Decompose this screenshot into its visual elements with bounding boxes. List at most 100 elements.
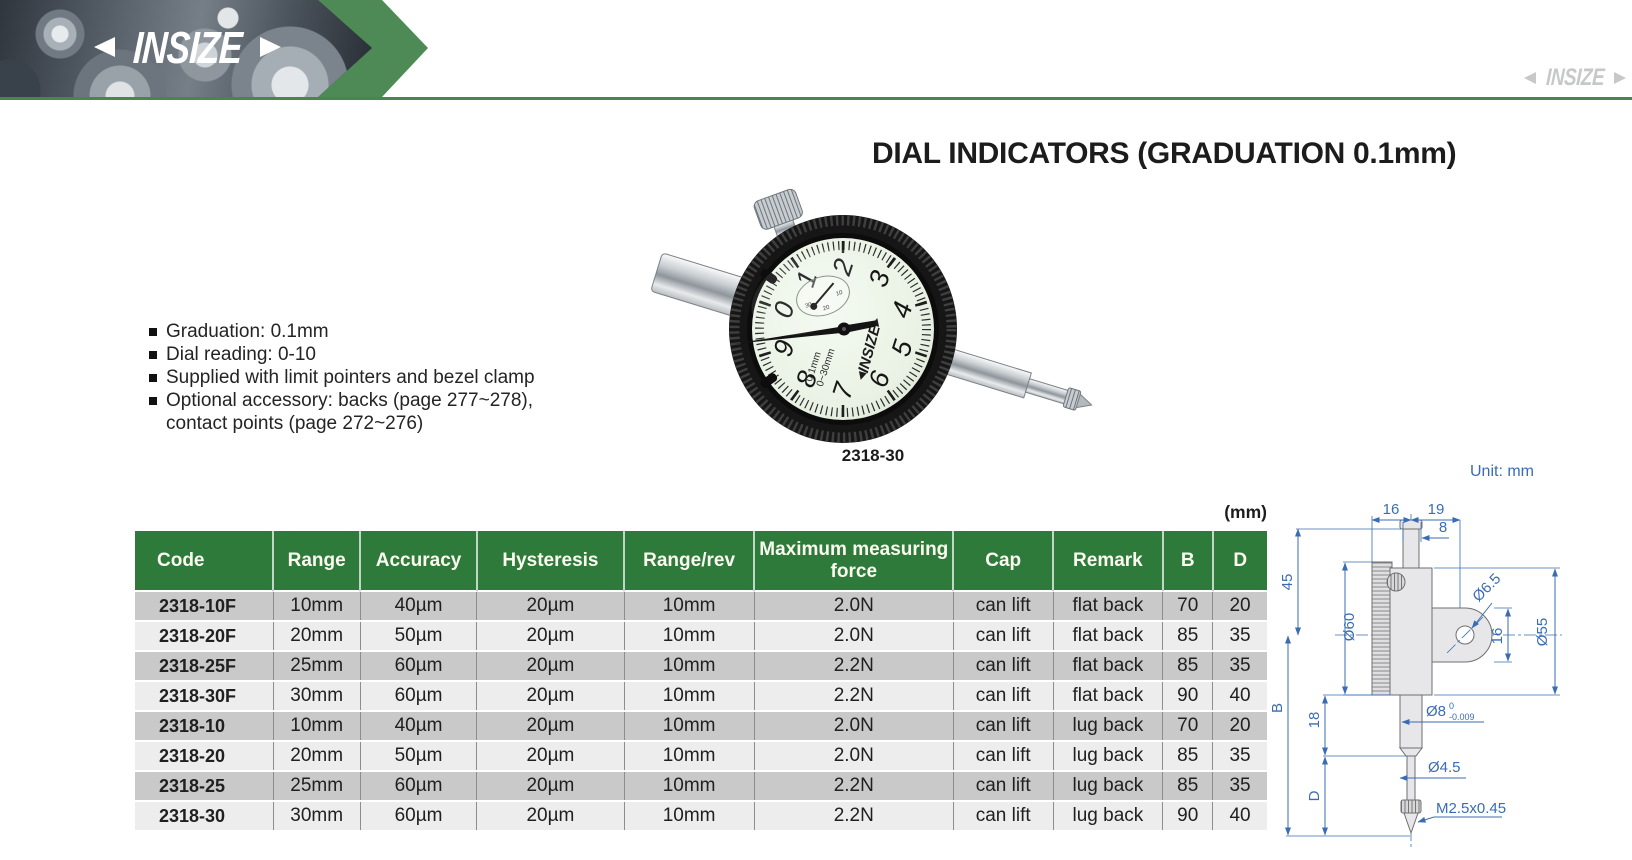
cell-range: 20mm — [272, 620, 361, 651]
col-header-range: Range — [272, 531, 361, 591]
logo-left-arrow-icon — [94, 37, 115, 57]
stem-neck — [1402, 528, 1420, 569]
spec-table-body: 2318-10F 10mm 40µm 20µm 10mm 2.0N can lift flat… — [135, 590, 1267, 830]
cell-cap: can lift — [952, 800, 1053, 830]
dial-needle — [733, 326, 846, 344]
svg-text:Ø55: Ø55 — [1534, 618, 1551, 646]
cell-code: 2318-10 — [135, 710, 274, 741]
technical-drawing: Unit: mm 16 19 8 45 Ø60 — [1269, 463, 1562, 850]
cell-d: 40 — [1212, 680, 1267, 711]
dimension-lines: 16 19 8 45 Ø60 Ø55 16 Ø6.5 B 18 D Ø8 0 -… — [1269, 501, 1560, 837]
bullet-square-icon — [149, 374, 157, 382]
dial-bezel-knurling — [729, 215, 957, 443]
cell-range: 25mm — [272, 650, 361, 681]
svg-text:M2.5x0.45: M2.5x0.45 — [1436, 800, 1506, 817]
col-header-code: Code — [135, 531, 274, 591]
svg-text:18: 18 — [1306, 712, 1323, 729]
svg-text:B: B — [1269, 703, 1286, 713]
revolution-subdial: 30 20 10 — [796, 275, 850, 317]
contact-point-tip — [1075, 393, 1093, 409]
feature-text: Dial reading: 0-10 — [166, 344, 316, 365]
svg-text:-0.009: -0.009 — [1449, 712, 1475, 722]
table-row: 2318-20F 20mm 50µm 20µm 10mm 2.0N can lift flat… — [135, 620, 1267, 651]
cell-maximum-measuring-force: 2.2N — [753, 800, 954, 830]
contact-nut — [1400, 799, 1422, 814]
bullet-square-icon — [149, 328, 157, 336]
cell-remark: flat back — [1052, 590, 1163, 621]
cell-range-rev: 10mm — [623, 770, 755, 801]
cell-code: 2318-30 — [135, 800, 274, 830]
svg-text:20: 20 — [822, 304, 831, 312]
contact-cone — [1403, 812, 1419, 835]
feature-item-continued: contact points (page 272~276) — [149, 412, 629, 435]
cell-cap: can lift — [952, 710, 1053, 741]
header-divider-line — [0, 97, 1632, 100]
cell-accuracy: 50µm — [359, 740, 477, 771]
needle-hub-center — [842, 327, 846, 331]
table-row: 2318-10 10mm 40µm 20µm 10mm 2.0N can lift lug b… — [135, 710, 1267, 741]
feature-item: Supplied with limit pointers and bezel c… — [149, 366, 629, 389]
cell-accuracy: 40µm — [359, 590, 477, 621]
cell-d: 40 — [1212, 800, 1267, 830]
cell-remark: lug back — [1052, 770, 1163, 801]
svg-text:30: 30 — [805, 302, 814, 310]
cell-range-rev: 10mm — [623, 680, 755, 711]
table-row: 2318-30F 30mm 60µm 20µm 10mm 2.2N can lift flat… — [135, 680, 1267, 711]
table-row: 2318-20 20mm 50µm 20µm 10mm 2.0N can lift lug b… — [135, 740, 1267, 771]
cell-b: 85 — [1162, 650, 1213, 681]
cell-d: 35 — [1212, 620, 1267, 651]
drawing-unit-label: Unit: mm — [1470, 463, 1534, 480]
svg-text:8: 8 — [1439, 519, 1447, 536]
col-header-b: B — [1161, 531, 1213, 591]
svg-text:45: 45 — [1279, 574, 1296, 591]
cell-b: 85 — [1162, 770, 1213, 801]
spindle-taper — [1399, 747, 1423, 757]
cell-maximum-measuring-force: 2.0N — [753, 620, 954, 651]
cell-code: 2318-20F — [135, 620, 274, 651]
cell-range: 20mm — [272, 740, 361, 771]
watermark-right-arrow-icon — [1614, 72, 1627, 84]
bullet-square-icon — [149, 351, 157, 359]
svg-text:19: 19 — [1428, 501, 1445, 518]
cell-range-rev: 10mm — [623, 590, 755, 621]
svg-text:0: 0 — [1449, 701, 1454, 711]
dial-minor-ticks — [755, 241, 931, 417]
cell-hysteresis: 20µm — [476, 650, 624, 681]
spec-table-header: Code Range Accuracy Hysteresis Range/rev… — [135, 531, 1267, 591]
watermark-text: INSIZE — [1545, 64, 1605, 91]
cell-cap: can lift — [952, 620, 1053, 651]
feature-item: Graduation: 0.1mm — [149, 320, 629, 343]
cell-range: 10mm — [272, 590, 361, 621]
cell-remark: flat back — [1052, 650, 1163, 681]
cell-maximum-measuring-force: 2.0N — [753, 710, 954, 741]
col-header-range-rev: Range/rev — [622, 531, 755, 591]
table-row: 2318-10F 10mm 40µm 20µm 10mm 2.0N can lift flat… — [135, 590, 1267, 621]
product-caption: 2318-30 — [841, 446, 905, 465]
insize-watermark: INSIZE — [1524, 64, 1627, 92]
feature-item: Optional accessory: backs (page 277~278)… — [149, 389, 629, 412]
cell-hysteresis: 20µm — [476, 590, 624, 621]
feature-item: Dial reading: 0-10 — [149, 343, 629, 366]
cell-code: 2318-30F — [135, 680, 274, 711]
watermark-left-arrow-icon — [1524, 72, 1536, 84]
cell-accuracy: 40µm — [359, 710, 477, 741]
cell-d: 20 — [1212, 590, 1267, 621]
cell-b: 90 — [1162, 800, 1213, 830]
col-header-cap: Cap — [952, 531, 1053, 591]
cell-cap: can lift — [952, 740, 1053, 771]
limit-pointer-tab-lower — [760, 373, 778, 388]
cell-remark: flat back — [1052, 680, 1163, 711]
cell-hysteresis: 20µm — [476, 800, 624, 830]
col-header-d: D — [1211, 531, 1267, 591]
dial-major-ticks — [758, 241, 928, 417]
cell-b: 85 — [1162, 740, 1213, 771]
feature-text: Graduation: 0.1mm — [166, 321, 329, 342]
indicator-side-view — [1371, 519, 1493, 835]
cell-hysteresis: 20µm — [476, 710, 624, 741]
svg-text:D: D — [1306, 790, 1323, 801]
cell-range-rev: 10mm — [623, 620, 755, 651]
cell-accuracy: 60µm — [359, 770, 477, 801]
spec-table: Code Range Accuracy Hysteresis Range/rev… — [135, 531, 1267, 830]
cell-accuracy: 60µm — [359, 680, 477, 711]
